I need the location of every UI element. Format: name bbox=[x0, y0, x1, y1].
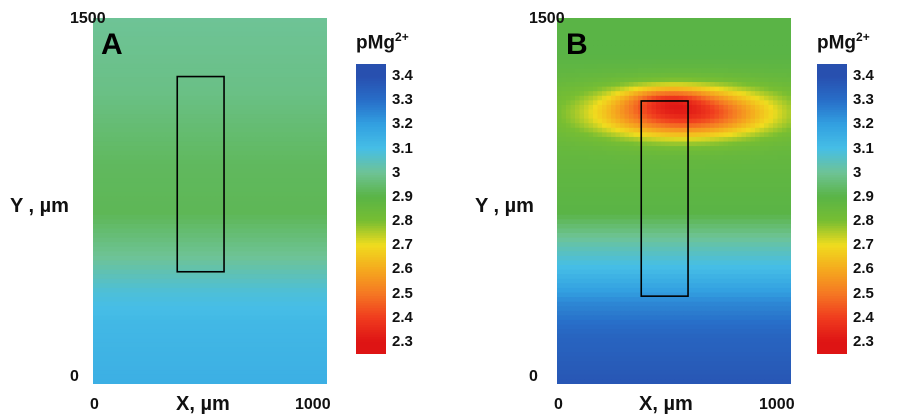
colorbar-tick-label: 2.3 bbox=[853, 332, 874, 350]
y-axis-label: Y , µm bbox=[10, 195, 69, 217]
colorbar bbox=[356, 64, 386, 355]
y-axis-label: Y , µm bbox=[475, 195, 534, 217]
colorbar bbox=[817, 64, 847, 355]
heatmap-panel-a: A 1500 0 0 1000 X, µm Y , µm pMg2+ 3.4 3.3 3.2 3.1 3… bbox=[10, 10, 413, 415]
colorbar-tick-label: 3.3 bbox=[392, 91, 413, 109]
heatmap-cells bbox=[93, 18, 327, 384]
heatmap-canvas-a bbox=[93, 18, 327, 384]
y-tick-bottom: 0 bbox=[529, 368, 538, 385]
x-axis-label: X, µm bbox=[176, 393, 230, 415]
colorbar-tick-label: 3 bbox=[392, 163, 401, 181]
heatmap-cells bbox=[557, 18, 791, 384]
colorbar-title: pMg2+ bbox=[356, 30, 409, 54]
x-tick-right: 1000 bbox=[295, 396, 331, 413]
heatmap-b bbox=[557, 18, 791, 384]
colorbar-tick-label: 3.2 bbox=[392, 115, 413, 133]
colorbar-title-superscript: 2+ bbox=[856, 30, 870, 44]
colorbar-gradient bbox=[817, 64, 847, 355]
region-rectangle bbox=[640, 100, 689, 297]
heatmap-panel-b: B 1500 0 0 1000 X, µm Y , µm pMg2+ 3.4 3.3 3.2 3.1 3… bbox=[449, 0, 898, 420]
colorbar-tick-label: 2.7 bbox=[853, 236, 874, 254]
colorbar-tick-label: 2.7 bbox=[392, 236, 413, 254]
x-tick-left: 0 bbox=[554, 396, 563, 413]
x-axis-label: X, µm bbox=[639, 393, 693, 415]
y-tick-bottom: 0 bbox=[70, 368, 79, 385]
colorbar-tick-label: 2.5 bbox=[392, 284, 413, 302]
colorbar-tick-label: 2.4 bbox=[392, 308, 413, 326]
colorbar-tick-label: 3 bbox=[853, 163, 862, 181]
colorbar-title-text: pMg bbox=[817, 32, 857, 54]
y-tick-top: 1500 bbox=[70, 10, 106, 27]
colorbar-title: pMg2+ bbox=[817, 30, 870, 54]
colorbar-tick-label: 2.6 bbox=[853, 260, 874, 278]
x-tick-right: 1000 bbox=[759, 396, 795, 413]
region-rectangle bbox=[176, 75, 225, 273]
panel-letter: A bbox=[101, 28, 123, 61]
panel-letter: B bbox=[566, 28, 588, 61]
x-tick-left: 0 bbox=[90, 396, 99, 413]
colorbar-gradient bbox=[356, 64, 386, 355]
colorbar-tick-label: 2.9 bbox=[853, 187, 874, 205]
heatmap-canvas-b bbox=[557, 18, 791, 384]
colorbar-tick-label: 2.8 bbox=[853, 212, 874, 230]
colorbar-tick-label: 2.4 bbox=[853, 308, 874, 326]
colorbar-title-superscript: 2+ bbox=[395, 30, 409, 44]
colorbar-tick-label: 3.1 bbox=[853, 139, 874, 157]
colorbar-tick-label: 3.4 bbox=[853, 67, 874, 85]
colorbar-tick-label: 3.1 bbox=[392, 139, 413, 157]
colorbar-tick-label: 2.8 bbox=[392, 212, 413, 230]
colorbar-tick-label: 2.6 bbox=[392, 260, 413, 278]
colorbar-tick-label: 3.4 bbox=[392, 67, 413, 85]
colorbar-tick-label: 3.2 bbox=[853, 115, 874, 133]
colorbar-tick-label: 3.3 bbox=[853, 91, 874, 109]
colorbar-tick-label: 2.3 bbox=[392, 332, 413, 350]
y-tick-top: 1500 bbox=[529, 10, 565, 27]
colorbar-tick-label: 2.5 bbox=[853, 284, 874, 302]
colorbar-tick-label: 2.9 bbox=[392, 187, 413, 205]
heatmap-a bbox=[93, 18, 327, 384]
colorbar-title-text: pMg bbox=[356, 32, 396, 54]
